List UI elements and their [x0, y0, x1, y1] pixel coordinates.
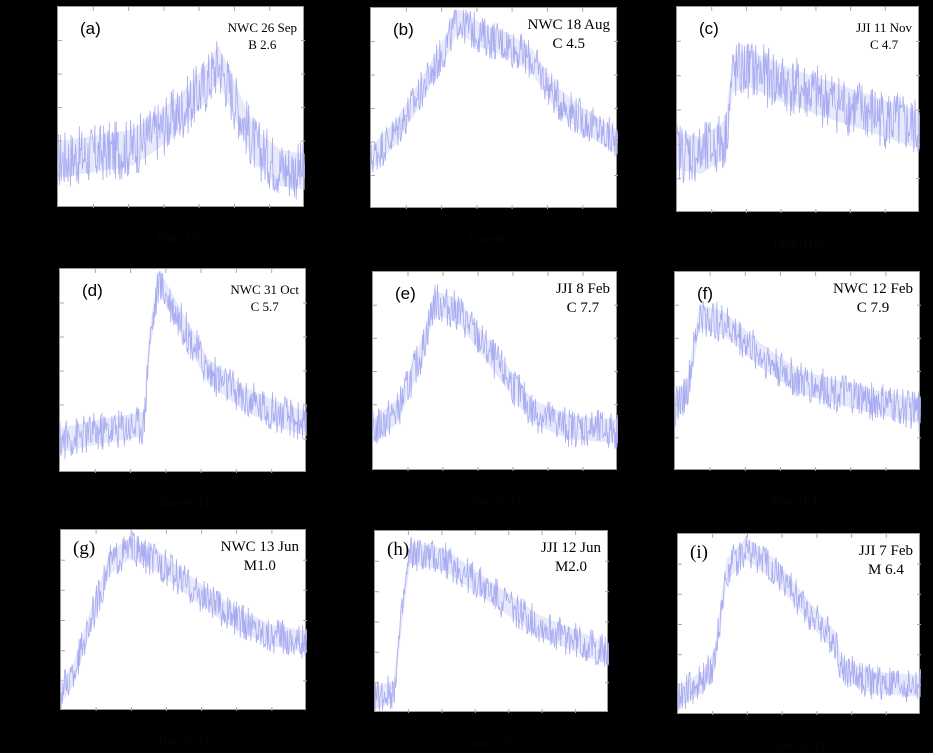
flare-annotation: JJI 8 Feb C 7.7: [556, 280, 610, 318]
station-date-label: JJI 12 Jun: [540, 540, 601, 556]
flare-class-label: B 2.6: [248, 37, 277, 52]
plot-area: [678, 534, 921, 715]
signal-trace: [375, 537, 609, 712]
chart-panel-c: (c) JJI 11 Nov C 4.7: [676, 6, 920, 213]
panel-letter: (c): [699, 19, 719, 38]
x-axis-label: Time (UT): [154, 231, 207, 245]
flare-class-label: M2.0: [554, 559, 588, 575]
station-date-label: NWC 12 Feb: [833, 281, 913, 297]
signal-trace: [678, 535, 921, 712]
panel-letter: (i): [690, 542, 708, 563]
panel-letter: (b): [393, 20, 414, 39]
flare-annotation: JJI 11 Nov C 4.7: [856, 19, 912, 53]
signal-trace: [371, 9, 618, 173]
signal-trace: [58, 41, 305, 200]
flare-class-label: C 4.5: [552, 36, 585, 52]
flare-class-label: C 5.7: [250, 299, 279, 314]
station-date-label: JJI 7 Feb: [858, 543, 913, 559]
flare-class-label: C 7.7: [566, 300, 600, 316]
panel-letter: (a): [80, 19, 101, 38]
flare-annotation: NWC 31 Oct C 5.7: [230, 281, 299, 315]
x-axis-label: Time (UT): [156, 496, 209, 510]
flare-annotation: NWC 12 Feb C 7.9: [833, 280, 913, 318]
plot-area: [375, 531, 609, 713]
flare-class-label: M1.0: [243, 558, 276, 574]
plot-area: [60, 269, 307, 473]
station-date-label: NWC 18 Aug: [527, 17, 611, 33]
signal-trace: [677, 42, 920, 183]
chart-panel-b: (b) NWC 18 Aug C 4.5: [370, 7, 618, 209]
signal-trace: [60, 270, 307, 460]
flare-annotation: JJI 7 Feb M 6.4: [859, 542, 913, 580]
chart-panel-a: (a) NWC 26 Sep B 2.6: [57, 6, 305, 208]
chart-panel-i: (i) JJI 7 Feb M 6.4: [677, 533, 921, 715]
plot-area: [373, 272, 618, 471]
chart-panel-d: (d) NWC 31 Oct C 5.7: [59, 268, 307, 473]
station-date-label: NWC 26 Sep: [227, 20, 297, 35]
plot-area: [61, 530, 307, 711]
signal-trace: [675, 300, 921, 431]
station-date-label: JJI 8 Feb: [555, 281, 610, 297]
panel-letter: (g): [73, 538, 96, 559]
station-date-label: NWC 13 Jun: [220, 539, 299, 555]
station-date-label: JJI 11 Nov: [856, 20, 912, 35]
flare-annotation: NWC 18 Aug C 4.5: [528, 16, 611, 54]
plot-area: [677, 7, 920, 213]
panel-letter: (e): [395, 284, 416, 303]
x-axis-label: Time (UT): [157, 734, 209, 748]
station-date-label: NWC 31 Oct: [230, 282, 299, 297]
plot-area: [675, 272, 921, 471]
flare-class-label: C 4.7: [869, 37, 899, 52]
x-axis-label: Time (UT): [465, 736, 517, 750]
x-axis-label: Time (UT): [468, 494, 521, 508]
signal-trace: [61, 531, 307, 710]
panel-letter: (h): [387, 539, 410, 560]
chart-panel-e: (e) JJI 8 Feb C 7.7: [372, 271, 618, 471]
panel-letter: (f): [697, 284, 714, 303]
x-axis-label: Time (UT): [771, 494, 823, 508]
chart-panel-g: (g) NWC 13 Jun M1.0: [60, 529, 307, 711]
flare-annotation: NWC 13 Jun M1.0: [221, 538, 299, 576]
chart-panel-f: (f) NWC 12 Feb C 7.9: [674, 271, 921, 471]
flare-class-label: C 7.9: [856, 300, 890, 316]
flare-annotation: JJI 12 Jun M2.0: [541, 539, 601, 577]
chart-panel-h: (h) JJI 12 Jun M2.0: [374, 530, 609, 713]
x-axis-label: Time (UT): [467, 232, 520, 246]
plot-area: [58, 7, 305, 208]
signal-trace: [373, 284, 618, 449]
x-axis-label: Time (UT): [772, 738, 825, 752]
flare-class-label: M 6.4: [867, 562, 904, 578]
x-axis-label: Time (UT): [771, 236, 824, 250]
flare-annotation: NWC 26 Sep B 2.6: [228, 19, 297, 53]
plot-area: [371, 8, 618, 209]
panel-letter: (d): [82, 281, 103, 300]
